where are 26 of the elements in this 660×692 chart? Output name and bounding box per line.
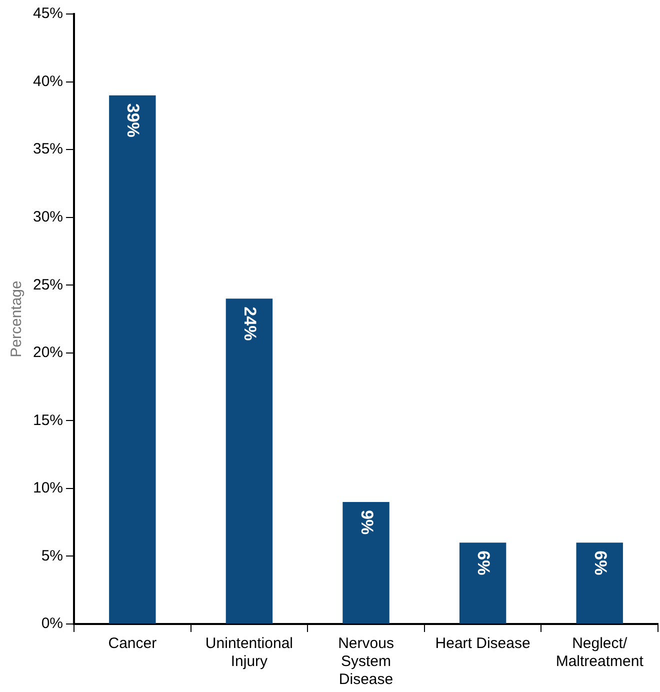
bar: [342, 502, 390, 624]
bar: [109, 95, 156, 624]
y-tick-label: 45%: [32, 5, 64, 22]
data-label: 24%: [240, 306, 260, 341]
x-tick-label: Unintentional Injury: [205, 635, 293, 670]
y-tick-label: 0%: [41, 615, 64, 632]
bar: [576, 542, 623, 624]
data-label: 39%: [124, 103, 143, 138]
x-tick-label: Neglect/ Maltreatment: [556, 635, 644, 670]
y-axis-title: Percentage: [8, 280, 26, 358]
bar: [459, 542, 506, 624]
x-tick-label: Cancer: [108, 635, 157, 652]
y-tick-label: 5%: [41, 547, 64, 564]
data-label: 9%: [357, 510, 376, 535]
y-tick-label: 10%: [32, 480, 64, 497]
y-tick-label: 35%: [32, 140, 64, 158]
bar: [226, 298, 273, 624]
y-tick-label: 40%: [32, 72, 64, 90]
data-label: 6%: [590, 550, 610, 576]
y-tick-label: 20%: [32, 344, 64, 362]
y-tick-label: 15%: [32, 412, 64, 429]
data-label: 6%: [474, 550, 494, 576]
y-tick-label: 30%: [32, 208, 64, 226]
x-tick-label: Nervous System Disease: [338, 635, 394, 688]
x-tick-label: Heart Disease: [435, 635, 530, 652]
y-tick-label: 25%: [32, 276, 64, 294]
